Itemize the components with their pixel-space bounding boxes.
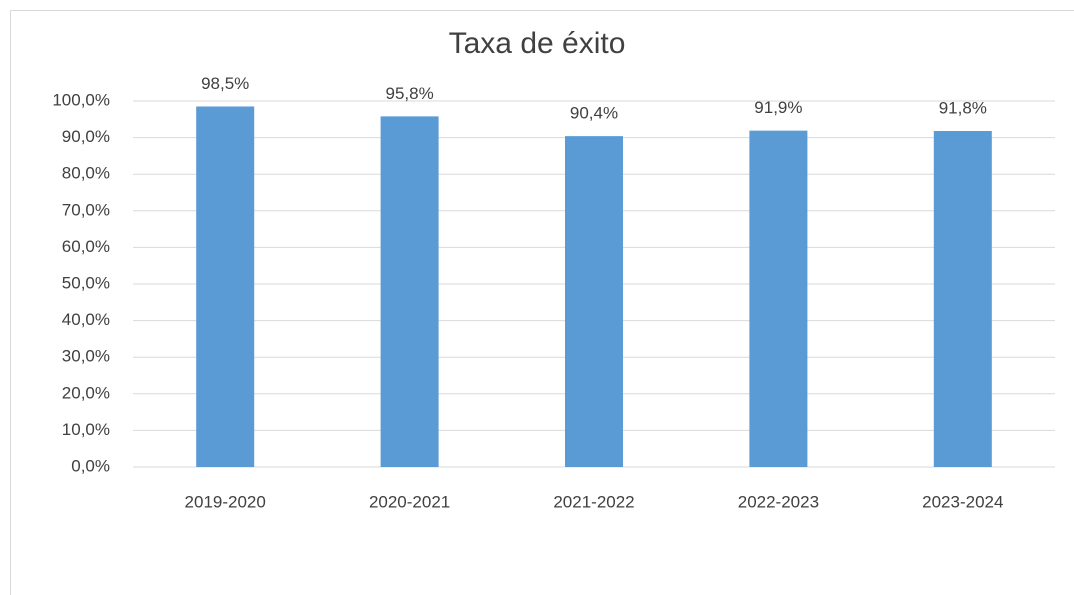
bar xyxy=(565,136,623,468)
y-tick-label: 50,0% xyxy=(62,273,110,292)
y-tick-label: 80,0% xyxy=(62,164,110,183)
value-label: 91,9% xyxy=(754,98,802,117)
bar xyxy=(933,131,992,467)
bar xyxy=(380,116,439,467)
value-label: 90,4% xyxy=(570,104,618,123)
chart-frame xyxy=(10,10,1074,595)
y-tick-label: 70,0% xyxy=(62,200,110,219)
chart-title: Taxa de éxito xyxy=(449,27,626,60)
value-label: 95,8% xyxy=(385,84,433,103)
y-tick-label: 30,0% xyxy=(62,347,110,366)
x-tick-label: 2022-2023 xyxy=(738,492,819,511)
x-tick-label: 2023-2024 xyxy=(922,492,1003,511)
bar xyxy=(749,130,808,467)
y-tick-label: 10,0% xyxy=(62,420,110,439)
y-tick-label: 100,0% xyxy=(52,90,110,109)
y-tick-label: 90,0% xyxy=(62,127,110,146)
y-tick-label: 0,0% xyxy=(71,456,110,475)
y-tick-label: 60,0% xyxy=(62,237,110,256)
bar xyxy=(196,106,255,468)
value-label: 91,8% xyxy=(939,98,987,117)
y-tick-label: 40,0% xyxy=(62,310,110,329)
x-tick-label: 2021-2022 xyxy=(553,492,634,511)
y-tick-label: 20,0% xyxy=(62,383,110,402)
x-tick-label: 2019-2020 xyxy=(185,492,266,511)
value-label: 98,5% xyxy=(201,74,249,93)
x-tick-label: 2020-2021 xyxy=(369,492,450,511)
